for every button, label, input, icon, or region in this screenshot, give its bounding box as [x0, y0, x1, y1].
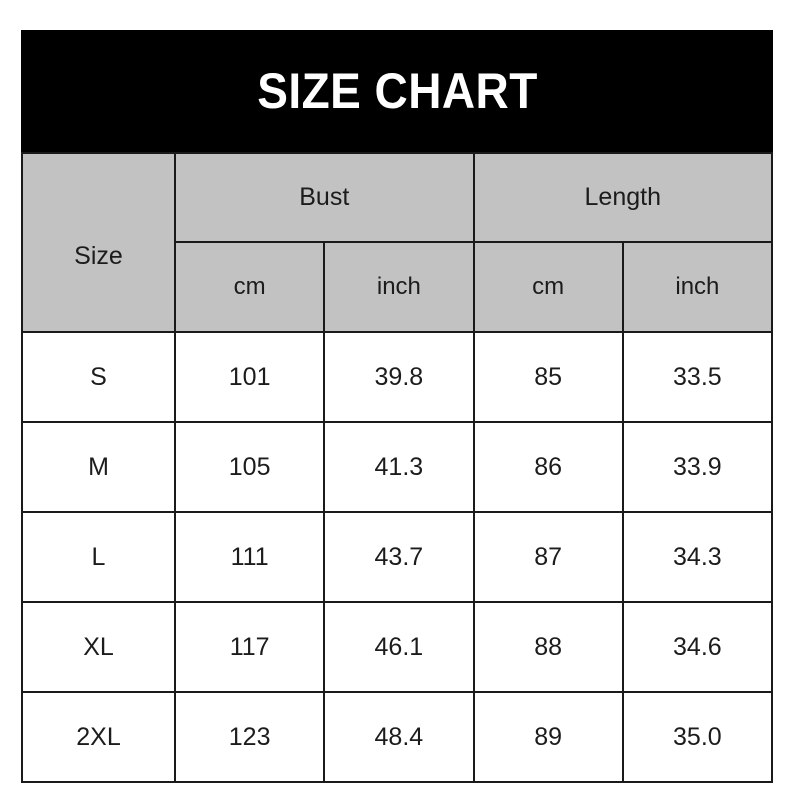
header-row-units: cm inch cm inch — [22, 241, 774, 333]
cell-length-inch: 35.0 — [621, 691, 774, 783]
cell-bust-cm: 101 — [173, 331, 326, 423]
size-chart-table: Size Bust Length cm inch cm inch S 101 3… — [21, 152, 774, 783]
table-row: XL 117 46.1 88 34.6 — [21, 601, 774, 693]
header-cell-size: Size — [21, 152, 176, 333]
table-body: S 101 39.8 85 33.5 M 105 41.3 86 33.9 L … — [21, 331, 774, 783]
cell-bust-inch: 43.7 — [323, 511, 475, 603]
table-row: M 105 41.3 86 33.9 — [21, 421, 774, 513]
cell-bust-inch: 48.4 — [323, 691, 475, 783]
cell-bust-inch: 41.3 — [323, 421, 475, 513]
page-title: SIZE CHART — [256, 63, 538, 119]
cell-bust-cm: 123 — [173, 691, 326, 783]
cell-length-inch: 33.9 — [621, 421, 774, 513]
header-cell-length-cm: cm — [472, 241, 624, 333]
cell-length-cm: 89 — [472, 691, 624, 783]
cell-size: XL — [21, 601, 176, 693]
header-label-size: Size — [74, 242, 123, 270]
cell-length-inch: 33.5 — [621, 331, 774, 423]
cell-bust-inch: 46.1 — [323, 601, 475, 693]
cell-length-inch: 34.6 — [621, 601, 774, 693]
header-cell-bust-inch: inch — [323, 241, 475, 333]
header-cell-length-inch: inch — [621, 241, 774, 333]
table-header: Size Bust Length cm inch cm inch — [21, 152, 774, 333]
cell-size: S — [21, 331, 176, 423]
header-cell-bust-cm: cm — [173, 241, 326, 333]
cell-bust-cm: 117 — [173, 601, 326, 693]
header-cell-bust: Bust — [174, 152, 475, 243]
header-cell-length: Length — [472, 152, 773, 243]
cell-bust-cm: 105 — [173, 421, 326, 513]
cell-bust-inch: 39.8 — [323, 331, 475, 423]
header-row-groups: Size Bust Length — [21, 152, 773, 333]
cell-size: L — [21, 511, 176, 603]
table-row: 2XL 123 48.4 89 35.0 — [21, 691, 774, 783]
size-chart-table-wrapper: Size Bust Length cm inch cm inch S 101 3… — [21, 152, 774, 783]
cell-length-cm: 86 — [472, 421, 624, 513]
cell-length-cm: 87 — [472, 511, 624, 603]
cell-size: M — [21, 421, 176, 513]
cell-size: 2XL — [21, 691, 176, 783]
title-band: SIZE CHART — [21, 30, 773, 152]
table-row: L 111 43.7 87 34.3 — [21, 511, 774, 603]
table-row: S 101 39.8 85 33.5 — [21, 331, 774, 423]
cell-length-cm: 85 — [472, 331, 624, 423]
cell-length-cm: 88 — [472, 601, 624, 693]
cell-length-inch: 34.3 — [621, 511, 774, 603]
cell-bust-cm: 111 — [173, 511, 326, 603]
